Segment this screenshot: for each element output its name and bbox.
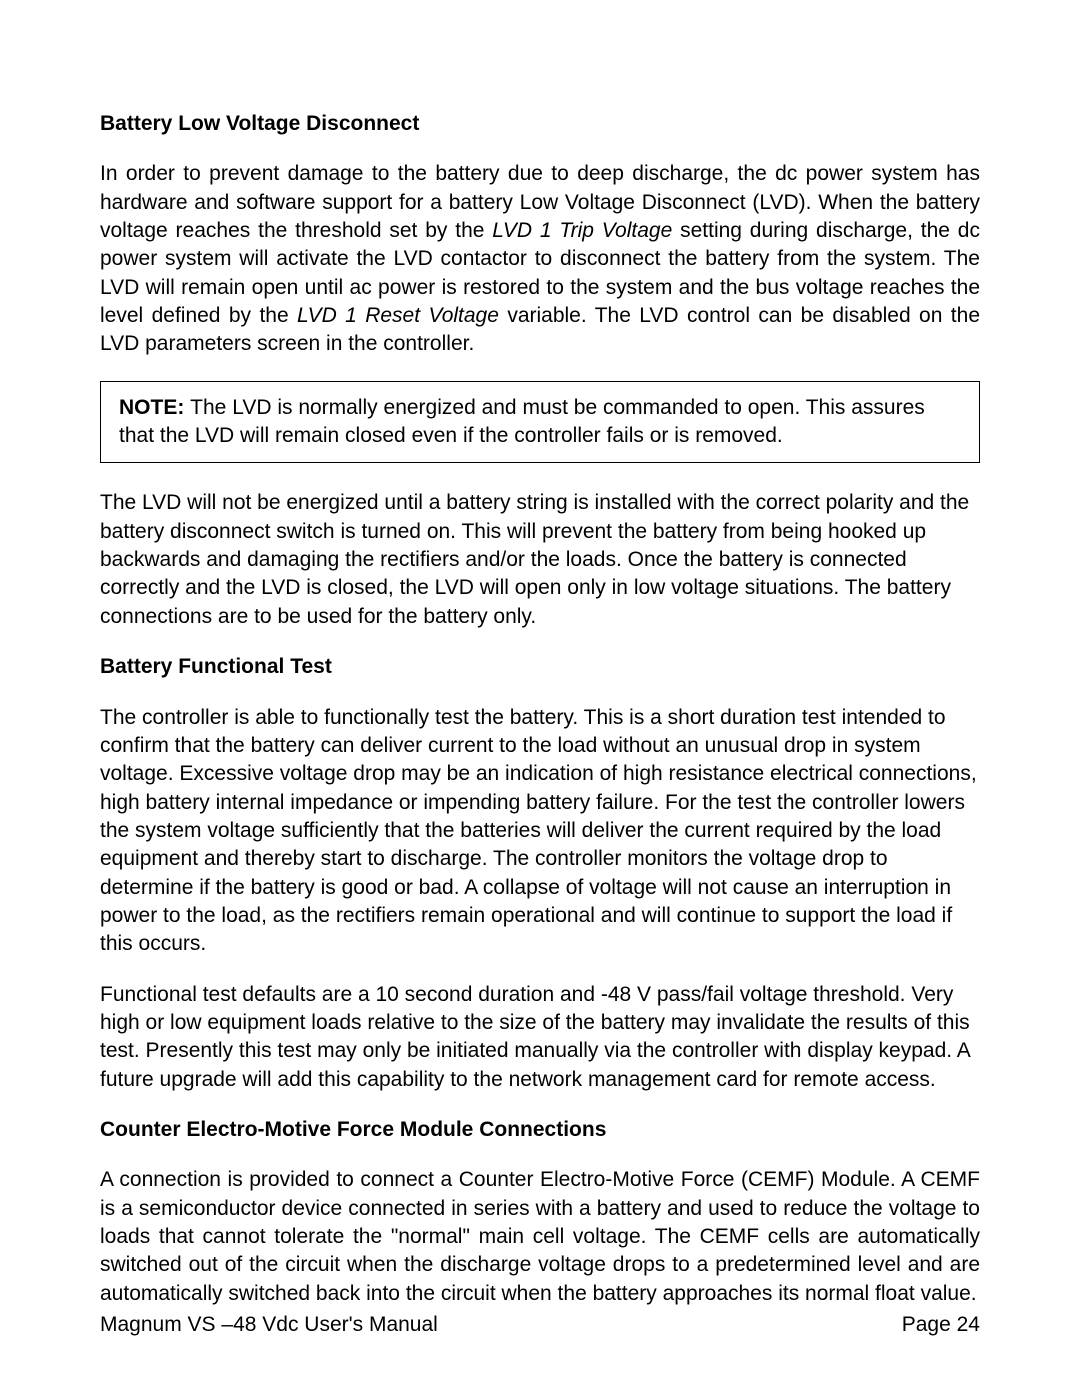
- heading-cemf: Counter Electro-Motive Force Module Conn…: [100, 1116, 980, 1144]
- paragraph-lvd-intro: In order to prevent damage to the batter…: [100, 160, 980, 358]
- paragraph-cemf: A connection is provided to connect a Co…: [100, 1166, 980, 1308]
- note-body: The LVD is normally energized and must b…: [119, 396, 925, 447]
- document-page: Battery Low Voltage Disconnect In order …: [0, 0, 1080, 1397]
- note-box: NOTE: The LVD is normally energized and …: [100, 381, 980, 464]
- footer-page-number: Page 24: [902, 1313, 980, 1337]
- italic-lvd-trip: LVD 1 Trip Voltage: [492, 219, 672, 242]
- paragraph-functional-test-2: Functional test defaults are a 10 second…: [100, 981, 980, 1094]
- heading-lvd: Battery Low Voltage Disconnect: [100, 110, 980, 138]
- note-label: NOTE:: [119, 396, 190, 419]
- heading-functional-test: Battery Functional Test: [100, 653, 980, 681]
- italic-lvd-reset: LVD 1 Reset Voltage: [297, 304, 499, 327]
- footer-doc-title: Magnum VS –48 Vdc User's Manual: [100, 1313, 438, 1337]
- page-footer: Magnum VS –48 Vdc User's Manual Page 24: [100, 1313, 980, 1337]
- paragraph-functional-test-1: The controller is able to functionally t…: [100, 704, 980, 959]
- paragraph-lvd-energize: The LVD will not be energized until a ba…: [100, 489, 980, 631]
